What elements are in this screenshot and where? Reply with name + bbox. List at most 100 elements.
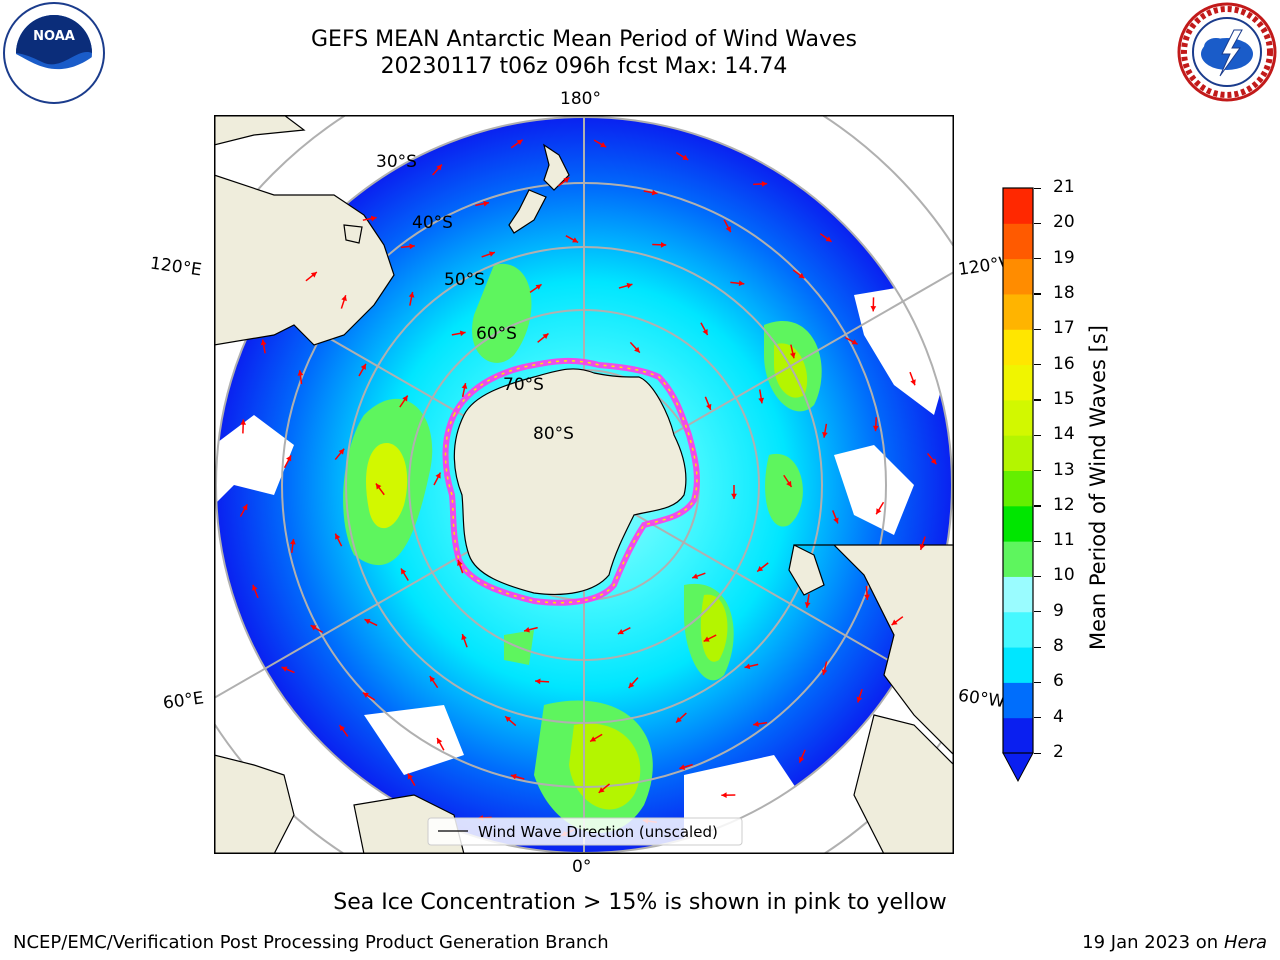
- colorbar-tick-label: 16: [1053, 353, 1075, 374]
- australia: [214, 174, 395, 346]
- wave-direction-arrowhead: [505, 716, 512, 722]
- colorbar-tick-label: 13: [1053, 459, 1075, 480]
- lat-label-70s: 70°S: [503, 375, 544, 395]
- lat-label-80s: 80°S: [533, 424, 574, 444]
- wave-direction-arrowhead: [364, 619, 371, 625]
- colorbar-segment: [1003, 611, 1033, 648]
- wave-direction-arrowhead: [286, 455, 292, 462]
- legend-label: Wind Wave Direction (unscaled): [478, 823, 718, 841]
- wave-direction-arrowhead: [461, 383, 468, 389]
- lon-label-120e: 120°E: [148, 253, 203, 281]
- wave-direction-arrowhead: [409, 243, 415, 250]
- nws-logo: [1177, 2, 1277, 102]
- colorbar-tick-label: 4: [1053, 706, 1064, 727]
- colorbar-segment: [1003, 399, 1033, 436]
- wave-direction-arrowhead: [459, 330, 466, 337]
- wave-direction-arrowhead: [660, 241, 667, 248]
- new-zealand-north: [543, 143, 570, 191]
- wave-direction-arrowhead: [524, 626, 530, 633]
- colorbar-tick-label: 17: [1053, 318, 1075, 339]
- wave-direction-arrowhead: [542, 333, 549, 340]
- wave-direction-arrowhead: [628, 682, 635, 689]
- lat-label-30s: 30°S: [376, 152, 417, 172]
- wave-direction-arrowhead: [437, 737, 443, 744]
- colorbar-segment: [1003, 223, 1033, 260]
- footer-host: Hera: [1223, 932, 1267, 953]
- colorbar-tick-mark: [1034, 187, 1041, 189]
- colorbar-extend-arrow: [1002, 752, 1034, 783]
- wave-direction-arrowhead: [864, 594, 870, 600]
- wave-direction-arrowhead: [804, 602, 811, 608]
- wave-direction-arrowhead: [738, 280, 745, 287]
- colorbar-tick-mark: [1034, 752, 1041, 754]
- colorbar: [1002, 187, 1034, 783]
- colorbar-tick-label: 19: [1053, 247, 1075, 268]
- wave-direction-arrowhead: [851, 339, 858, 345]
- wave-direction-arrowhead: [626, 282, 633, 289]
- wave-direction-arrowhead: [457, 559, 463, 566]
- wave-direction-arrowhead: [338, 448, 345, 455]
- colorbar-tick-label: 2: [1053, 742, 1064, 762]
- wave-direction-arrowhead: [339, 725, 346, 732]
- colorbar-tick-mark: [1034, 364, 1041, 366]
- plot-title-line2: 20230117 t06z 096h fcst Max: 14.74: [380, 54, 788, 79]
- colorbar-tick-mark: [1034, 434, 1041, 436]
- wave-direction-arrowhead: [753, 721, 759, 727]
- wave-direction-arrowhead: [563, 177, 570, 183]
- wave-direction-arrowhead: [370, 215, 377, 222]
- colorbar-tick-label: 15: [1053, 388, 1075, 409]
- wave-direction-arrowhead: [790, 352, 796, 359]
- wave-direction-arrowhead: [761, 181, 768, 187]
- wave-direction-arrowhead: [461, 634, 467, 641]
- wave-direction-arrowhead: [240, 419, 247, 425]
- wave-direction-arrowhead: [825, 236, 832, 242]
- footer-branch: NCEP/EMC/Verification Post Processing Pr…: [13, 932, 609, 953]
- colorbar-tick-mark: [1034, 293, 1041, 295]
- wave-direction-arrowhead: [821, 669, 828, 676]
- colorbar-tick-mark: [1034, 399, 1041, 401]
- lat-label-40s: 40°S: [412, 213, 453, 233]
- antarctica: [453, 368, 687, 595]
- colorbar-segment: [1003, 293, 1033, 330]
- land-masses: [214, 115, 954, 854]
- map-frame: [214, 115, 954, 854]
- colorbar-tick-label: 9: [1053, 600, 1064, 621]
- colorbar-tick-label: 20: [1053, 212, 1075, 233]
- wave-direction-arrowhead: [516, 139, 523, 146]
- wind-wave-arrows: [239, 139, 937, 837]
- wave-direction-arrowhead: [758, 397, 765, 404]
- wave-direction-arrowhead: [786, 480, 792, 487]
- wave-direction-arrowhead: [721, 792, 727, 799]
- footer-date-text: 19 Jan 2023 on: [1082, 932, 1224, 953]
- wave-direction-arrowhead: [488, 251, 495, 257]
- footer-date: 19 Jan 2023 on Hera: [1082, 932, 1267, 953]
- colorbar-tick-mark: [1034, 611, 1041, 613]
- wave-direction-arrowhead: [856, 696, 863, 703]
- colorbar-segment: [1003, 682, 1033, 719]
- wave-direction-arrowhead: [919, 543, 926, 550]
- colorbar-tick-label: 14: [1053, 424, 1075, 445]
- wave-direction-arrowhead: [435, 472, 441, 479]
- colorbar-tick-label: 21: [1053, 177, 1075, 197]
- wave-direction-arrowhead: [702, 329, 708, 336]
- wave-period-swells: [343, 263, 822, 833]
- colorbar-tick-mark: [1034, 258, 1041, 260]
- colorbar-tick-mark: [1034, 222, 1041, 224]
- wave-direction-arrowhead: [675, 716, 682, 723]
- colorbar-segment: [1003, 188, 1033, 224]
- colorbar-segment: [1003, 505, 1033, 542]
- south-america: [794, 544, 954, 756]
- wave-direction-arrowhead: [833, 517, 839, 524]
- wave-direction-arrowhead: [744, 663, 751, 670]
- wave-direction-arrowhead: [535, 284, 542, 290]
- wave-direction-arrowhead: [910, 379, 916, 386]
- colorbar-tick-mark: [1034, 681, 1041, 684]
- wave-direction-arrowhead: [281, 666, 288, 672]
- wave-direction-arrowhead: [360, 363, 366, 370]
- wave-direction-arrowhead: [407, 773, 413, 780]
- wave-direction-arrowhead: [706, 403, 712, 410]
- wave-direction-arrowhead: [535, 678, 541, 685]
- lon-label-180: 180°: [560, 89, 601, 109]
- colorbar-tick-mark: [1034, 575, 1041, 578]
- wave-direction-arrowhead: [679, 764, 686, 770]
